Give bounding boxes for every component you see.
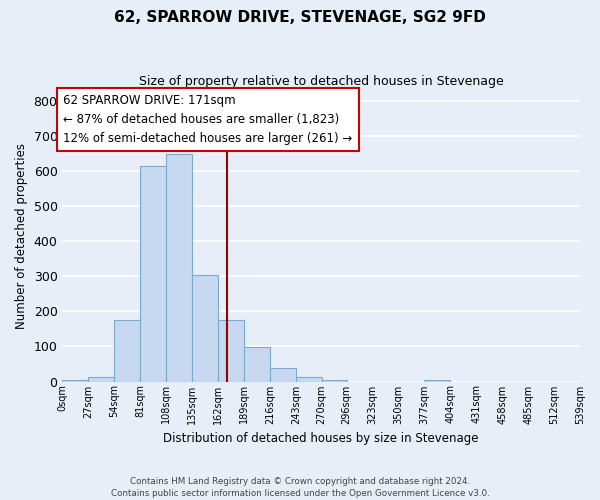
Bar xyxy=(296,377,322,382)
Bar xyxy=(166,154,192,382)
Bar xyxy=(140,166,166,382)
Bar xyxy=(218,320,244,382)
Y-axis label: Number of detached properties: Number of detached properties xyxy=(15,143,28,329)
Bar xyxy=(424,380,451,382)
Bar xyxy=(88,377,114,382)
Bar xyxy=(192,274,218,382)
X-axis label: Distribution of detached houses by size in Stevenage: Distribution of detached houses by size … xyxy=(163,432,479,445)
Text: Contains HM Land Registry data © Crown copyright and database right 2024.
Contai: Contains HM Land Registry data © Crown c… xyxy=(110,476,490,498)
Bar xyxy=(114,320,140,382)
Text: 62, SPARROW DRIVE, STEVENAGE, SG2 9FD: 62, SPARROW DRIVE, STEVENAGE, SG2 9FD xyxy=(114,10,486,25)
Text: 62 SPARROW DRIVE: 171sqm
← 87% of detached houses are smaller (1,823)
12% of sem: 62 SPARROW DRIVE: 171sqm ← 87% of detach… xyxy=(64,94,353,145)
Bar xyxy=(244,347,270,382)
Bar xyxy=(270,368,296,382)
Bar xyxy=(322,380,347,382)
Title: Size of property relative to detached houses in Stevenage: Size of property relative to detached ho… xyxy=(139,75,503,88)
Bar xyxy=(62,380,88,382)
